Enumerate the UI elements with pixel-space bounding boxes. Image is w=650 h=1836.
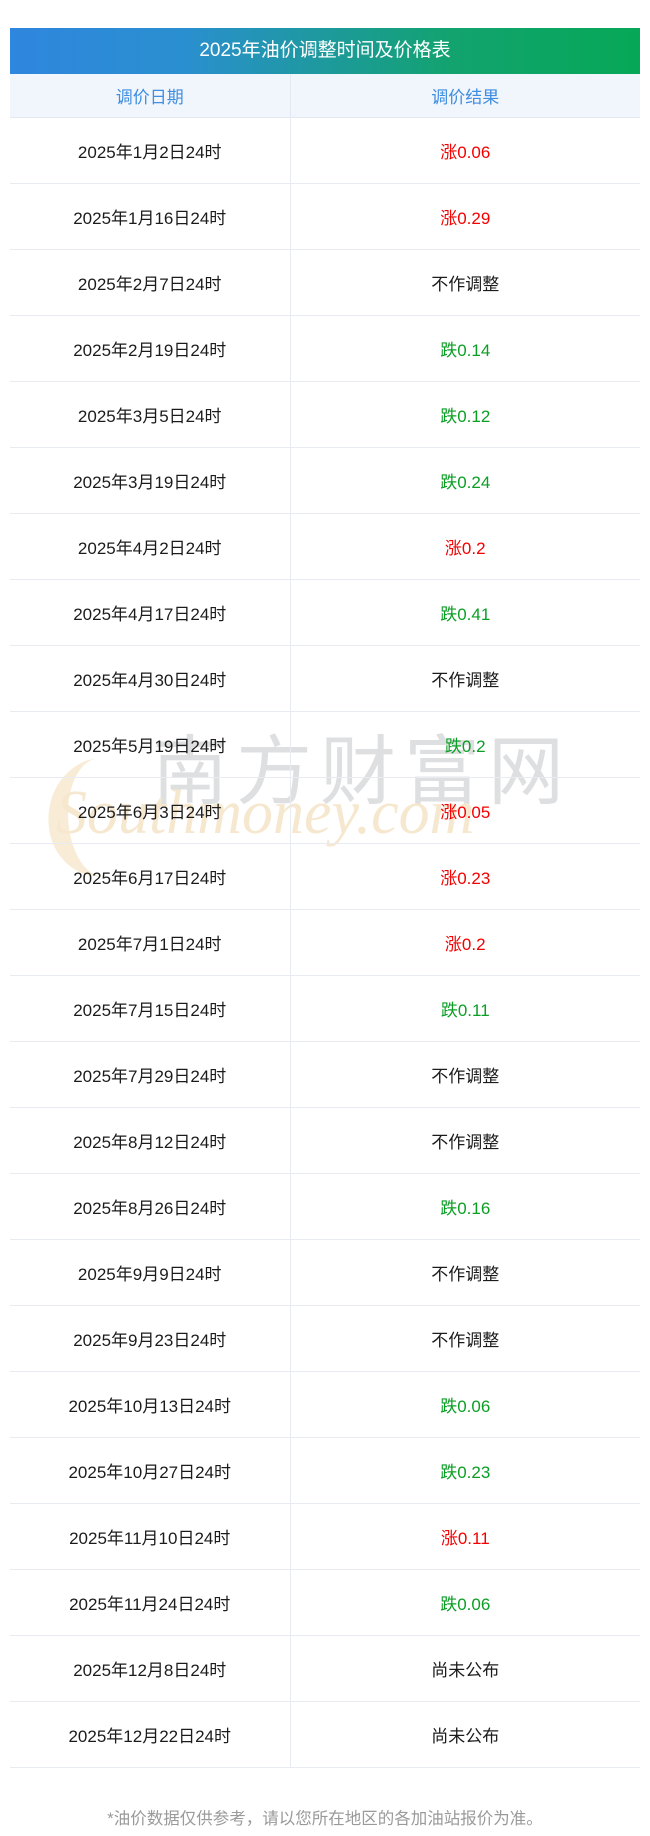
cell-adjustment-result: 涨0.05: [290, 777, 640, 844]
cell-adjustment-date: 2025年8月12日24时: [10, 1107, 291, 1174]
table-row: 2025年7月1日24时 涨0.2: [10, 909, 640, 976]
cell-adjustment-result: 不作调整: [290, 1041, 640, 1108]
table-row: 2025年11月24日24时 跌0.06: [10, 1569, 640, 1636]
cell-adjustment-date: 2025年4月2日24时: [10, 513, 291, 580]
cell-adjustment-date: 2025年6月17日24时: [10, 843, 291, 910]
cell-adjustment-date: 2025年1月2日24时: [10, 117, 291, 184]
column-header-date: 调价日期: [10, 74, 291, 118]
cell-adjustment-date: 2025年3月19日24时: [10, 447, 291, 514]
table-row: 2025年3月19日24时 跌0.24: [10, 447, 640, 514]
cell-adjustment-date: 2025年11月10日24时: [10, 1503, 291, 1570]
footnote-disclaimer: *油价数据仅供参考，请以您所在地区的各加油站报价为准。: [107, 1810, 543, 1828]
column-header-result: 调价结果: [290, 74, 640, 118]
table-body: 2025年1月2日24时 涨0.06 2025年1月16日24时 涨0.29 2025年…: [10, 117, 640, 1768]
table-row: 2025年7月15日24时 跌0.11: [10, 975, 640, 1042]
cell-adjustment-result: 不作调整: [290, 1239, 640, 1306]
table-row: 2025年2月19日24时 跌0.14: [10, 315, 640, 382]
table-row: 2025年4月2日24时 涨0.2: [10, 513, 640, 580]
cell-adjustment-result: 跌0.12: [290, 381, 640, 448]
cell-adjustment-result: 跌0.06: [290, 1371, 640, 1438]
oil-price-table: 调价日期 调价结果 2025年1月2日24时 涨0.06 2025年1月16日24时…: [10, 74, 640, 1768]
cell-adjustment-date: 2025年7月29日24时: [10, 1041, 291, 1108]
cell-adjustment-result: 涨0.29: [290, 183, 640, 250]
cell-adjustment-result: 涨0.11: [290, 1503, 640, 1570]
table-row: 2025年2月7日24时 不作调整: [10, 249, 640, 316]
cell-adjustment-result: 涨0.2: [290, 909, 640, 976]
table-row: 2025年9月9日24时 不作调整: [10, 1239, 640, 1306]
cell-adjustment-result: 跌0.2: [290, 711, 640, 778]
cell-adjustment-result: 跌0.06: [290, 1569, 640, 1636]
table-row: 2025年6月3日24时 涨0.05: [10, 777, 640, 844]
table-row: 2025年7月29日24时 不作调整: [10, 1041, 640, 1108]
cell-adjustment-result: 尚未公布: [290, 1635, 640, 1702]
cell-adjustment-date: 2025年9月23日24时: [10, 1305, 291, 1372]
cell-adjustment-date: 2025年2月19日24时: [10, 315, 291, 382]
cell-adjustment-date: 2025年12月8日24时: [10, 1635, 291, 1702]
cell-adjustment-date: 2025年12月22日24时: [10, 1701, 291, 1768]
table-row: 2025年8月26日24时 跌0.16: [10, 1173, 640, 1240]
cell-adjustment-result: 涨0.06: [290, 117, 640, 184]
cell-adjustment-date: 2025年7月1日24时: [10, 909, 291, 976]
table-row: 2025年10月27日24时 跌0.23: [10, 1437, 640, 1504]
cell-adjustment-date: 2025年10月27日24时: [10, 1437, 291, 1504]
page-title: 2025年油价调整时间及价格表: [10, 28, 640, 74]
table-row: 2025年8月12日24时 不作调整: [10, 1107, 640, 1174]
cell-adjustment-date: 2025年7月15日24时: [10, 975, 291, 1042]
cell-adjustment-result: 跌0.14: [290, 315, 640, 382]
oil-price-adjustment-page: 南方财富网 Southmoney.com 2025年油价调整时间及价格表 调价日…: [10, 28, 640, 1828]
cell-adjustment-date: 2025年4月17日24时: [10, 579, 291, 646]
table-row: 2025年10月13日24时 跌0.06: [10, 1371, 640, 1438]
cell-adjustment-result: 不作调整: [290, 1107, 640, 1174]
cell-adjustment-date: 2025年9月9日24时: [10, 1239, 291, 1306]
table-row: 2025年1月16日24时 涨0.29: [10, 183, 640, 250]
table-row: 2025年4月17日24时 跌0.41: [10, 579, 640, 646]
cell-adjustment-result: 不作调整: [290, 1305, 640, 1372]
table-row: 2025年5月19日24时 跌0.2: [10, 711, 640, 778]
table-row: 2025年1月2日24时 涨0.06: [10, 117, 640, 184]
cell-adjustment-result: 不作调整: [290, 249, 640, 316]
cell-adjustment-result: 尚未公布: [290, 1701, 640, 1768]
table-row: 2025年6月17日24时 涨0.23: [10, 843, 640, 910]
cell-adjustment-date: 2025年6月3日24时: [10, 777, 291, 844]
cell-adjustment-result: 跌0.41: [290, 579, 640, 646]
table-row: 2025年9月23日24时 不作调整: [10, 1305, 640, 1372]
cell-adjustment-date: 2025年4月30日24时: [10, 645, 291, 712]
table-row: 2025年4月30日24时 不作调整: [10, 645, 640, 712]
cell-adjustment-date: 2025年8月26日24时: [10, 1173, 291, 1240]
table-row: 2025年12月8日24时 尚未公布: [10, 1635, 640, 1702]
cell-adjustment-result: 跌0.24: [290, 447, 640, 514]
table-row: 2025年3月5日24时 跌0.12: [10, 381, 640, 448]
table-row: 2025年12月22日24时 尚未公布: [10, 1701, 640, 1768]
cell-adjustment-result: 跌0.16: [290, 1173, 640, 1240]
cell-adjustment-date: 2025年2月7日24时: [10, 249, 291, 316]
table-row: 2025年11月10日24时 涨0.11: [10, 1503, 640, 1570]
table-header-row: 调价日期 调价结果: [10, 74, 640, 118]
cell-adjustment-date: 2025年3月5日24时: [10, 381, 291, 448]
cell-adjustment-result: 跌0.11: [290, 975, 640, 1042]
cell-adjustment-result: 跌0.23: [290, 1437, 640, 1504]
cell-adjustment-date: 2025年1月16日24时: [10, 183, 291, 250]
cell-adjustment-result: 涨0.2: [290, 513, 640, 580]
cell-adjustment-date: 2025年5月19日24时: [10, 711, 291, 778]
table-header: 调价日期 调价结果: [10, 74, 640, 118]
cell-adjustment-result: 涨0.23: [290, 843, 640, 910]
cell-adjustment-date: 2025年10月13日24时: [10, 1371, 291, 1438]
cell-adjustment-date: 2025年11月24日24时: [10, 1569, 291, 1636]
cell-adjustment-result: 不作调整: [290, 645, 640, 712]
